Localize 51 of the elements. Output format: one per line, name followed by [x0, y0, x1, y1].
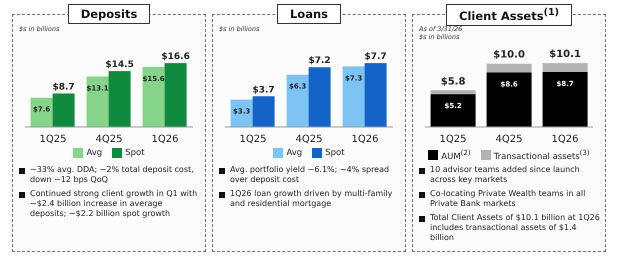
bar [30, 98, 53, 127]
legend-label: Transactional assets$^{(3)}$ [494, 148, 590, 162]
text: ~33% avg. DDA; ~2% total deposit cost, down ~12 bps QoQ [30, 165, 195, 185]
bar [308, 67, 331, 127]
bar [108, 71, 131, 127]
bar [286, 74, 309, 127]
text: Continued strong client growth in Q1 with ~$2.4 billion increase in average deposits; ~$2.2 billion spot growth [30, 189, 198, 219]
legend-label: AUM$^{(2)}$ [441, 148, 471, 162]
data-label: $3.7 [252, 85, 275, 96]
total-label: $10.1 [549, 49, 581, 60]
x-tick-label: 4Q25 [296, 134, 322, 146]
bar [342, 66, 365, 127]
text: 10 advisor teams added since launch across key markets [430, 165, 581, 185]
data-label: $8.7 [52, 82, 75, 92]
bar [86, 76, 109, 127]
text: Avg. portfolio yield ~6.1%; ~4% spread over deposit cost [230, 165, 390, 185]
bar [142, 66, 165, 127]
x-tick-label: 1Q25 [240, 134, 266, 146]
x-tick-label: 4Q25 [96, 134, 122, 146]
x-tick-label: 1Q26 [152, 134, 178, 146]
x-tick-label: 1Q26 [352, 134, 378, 146]
bar [52, 93, 75, 127]
data-label: $16.6 [161, 52, 190, 62]
chart-title: Client Assets$^{(1)}$ [459, 7, 559, 23]
text: 1Q26 loan growth driven by multi-family and residential mortgage [230, 189, 394, 209]
chart-title: Loans [290, 7, 328, 21]
legend-label: Avg [86, 148, 102, 158]
total-label: $10.0 [493, 50, 525, 61]
bar [252, 96, 275, 127]
x-tick-label: 1Q26 [552, 134, 578, 146]
legend-label: Avg [286, 148, 302, 158]
text: Co-locating Private Wealth teams in all Private Bank markets [430, 189, 586, 209]
bar [430, 94, 476, 127]
bar [542, 63, 588, 72]
total-label: $5.8 [440, 76, 466, 88]
legend-label: Spot [325, 148, 345, 158]
x-tick-label: 4Q25 [496, 134, 522, 146]
bar [364, 63, 387, 127]
bar [486, 64, 532, 73]
chart-title: Deposits [80, 7, 138, 21]
bar [430, 90, 476, 94]
bar [542, 72, 588, 127]
x-tick-label: 1Q25 [440, 134, 466, 146]
x-tick-label: 1Q25 [40, 134, 66, 146]
text: Total Client Assets of $10.1 billion at 1Q26 includes transactional assets of $1.4 billion [430, 213, 601, 243]
legend-label: Spot [125, 148, 145, 158]
data-label: $7.2 [308, 56, 331, 66]
data-label: $7.7 [364, 52, 387, 62]
bar [164, 63, 187, 127]
data-label: $14.5 [105, 60, 134, 70]
bar [486, 72, 532, 127]
